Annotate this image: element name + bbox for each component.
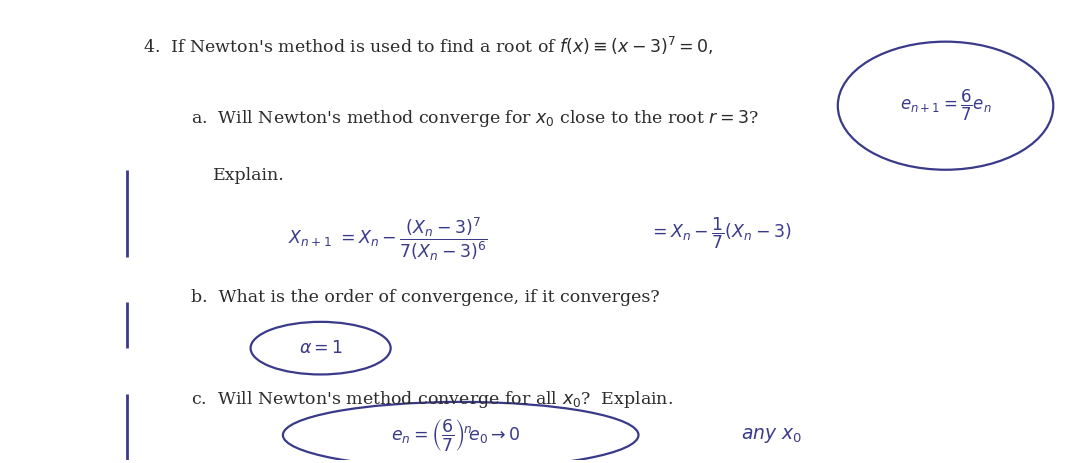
Text: $X_{n+1}\ =X_n - \dfrac{(X_n-3)^7}{7(X_n-3)^6}$: $X_{n+1}\ =X_n - \dfrac{(X_n-3)^7}{7(X_n…	[288, 215, 487, 263]
Text: $any\ x_0$: $any\ x_0$	[741, 425, 803, 444]
Text: a.  Will Newton's method converge for $x_0$ close to the root $r = 3$?: a. Will Newton's method converge for $x_…	[192, 108, 759, 129]
Text: 4.  If Newton's method is used to find a root of $f(x) \equiv (x - 3)^7 = 0,$: 4. If Newton's method is used to find a …	[143, 35, 714, 57]
Text: $\alpha = 1$: $\alpha = 1$	[299, 339, 342, 357]
Text: b.  What is the order of convergence, if it converges?: b. What is the order of convergence, if …	[192, 289, 660, 306]
Text: $= X_n - \dfrac{1}{7}(X_n-3)$: $= X_n - \dfrac{1}{7}(X_n-3)$	[649, 215, 792, 251]
Text: $e_{n+1} = \dfrac{6}{7}e_n$: $e_{n+1} = \dfrac{6}{7}e_n$	[900, 88, 991, 123]
Text: c.  Will Newton's method converge for all $x_0$?  Explain.: c. Will Newton's method converge for all…	[192, 389, 674, 410]
Text: $e_n = \left(\dfrac{6}{7}\right)^{\!n}\!e_0 \to 0$: $e_n = \left(\dfrac{6}{7}\right)^{\!n}\!…	[391, 417, 520, 453]
Text: Explain.: Explain.	[213, 168, 285, 184]
